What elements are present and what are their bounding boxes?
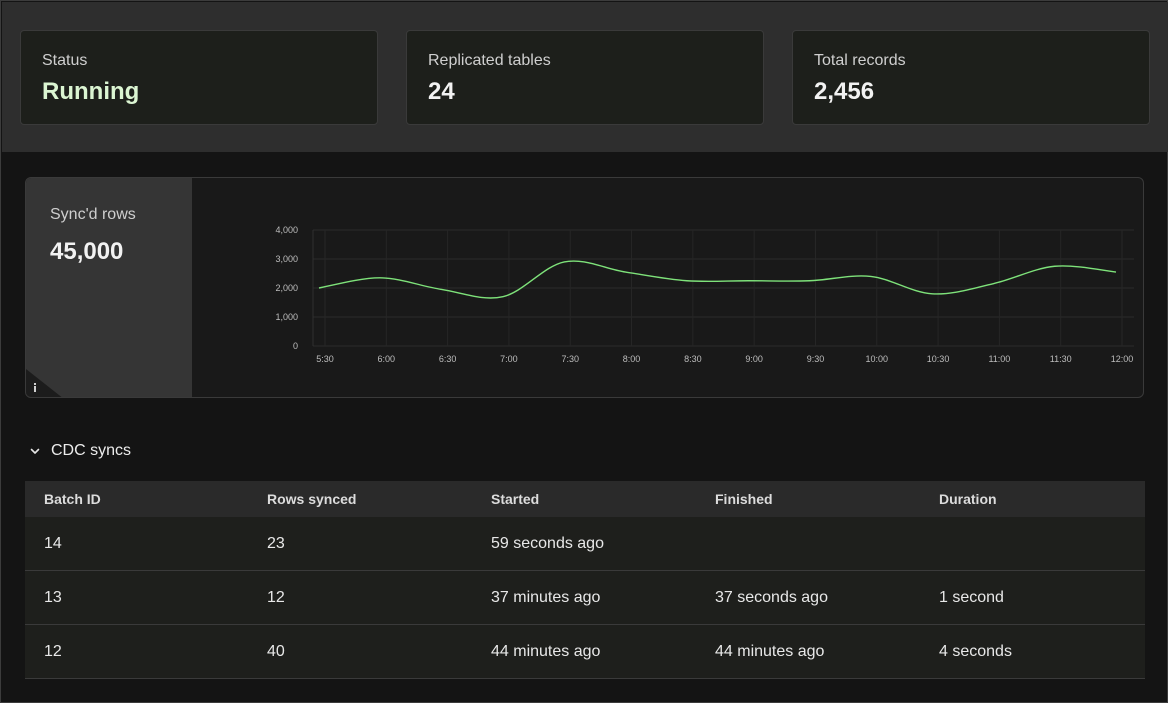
finished-cell: 37 seconds ago [715,588,828,606]
x-tick-label: 11:00 [988,354,1010,364]
duration-cell: 4 seconds [939,642,1012,660]
stat-label: Replicated tables [428,52,551,69]
column-header[interactable]: Duration [939,491,997,507]
x-tick-label: 6:30 [439,354,457,364]
finished-cell: 44 minutes ago [715,642,825,660]
stat-label: Total records [814,52,906,69]
cdc-syncs-table: Batch ID Rows synced Started Finished Du… [25,481,1145,679]
duration-cell: 1 second [939,588,1004,606]
chart-summary-label: Sync'd rows [50,206,136,223]
table-header: Batch ID Rows synced Started Finished Du… [25,481,1145,517]
x-tick-label: 10:30 [927,354,950,364]
batch-id-cell: 12 [44,642,62,660]
series-line [318,260,1117,299]
chart-summary-panel: Sync'd rows 45,000 [26,178,192,397]
y-tick-label: 1,000 [275,312,298,322]
table-row[interactable]: 14 23 59 seconds ago [25,517,1145,571]
chevron-down-icon [30,448,40,454]
batch-id-cell: 14 [44,534,62,552]
column-header[interactable]: Rows synced [267,491,357,507]
column-header[interactable]: Batch ID [44,491,101,507]
column-header[interactable]: Finished [715,491,773,507]
column-header[interactable]: Started [491,491,540,507]
stats-band: Status Running Replicated tables 24 Tota… [2,2,1168,152]
stat-value: Running [42,78,140,105]
synced-rows-chart-card: Sync'd rows 45,000 0 1,000 2,000 3,000 4,000… [25,177,1144,398]
table-row[interactable]: 12 40 44 minutes ago 44 minutes ago 4 se… [25,625,1145,679]
x-tick-label: 10:00 [866,354,889,364]
y-tick-label: 0 [293,341,298,351]
y-tick-label: 4,000 [275,225,298,235]
stat-value: 2,456 [814,78,875,105]
x-tick-label: 7:00 [500,354,518,364]
x-tick-label: 11:30 [1050,354,1072,364]
line-chart: 0 1,000 2,000 3,000 4,000 5:30 6:00 6:30 7:00 7:3… [275,225,1134,364]
started-cell: 44 minutes ago [491,642,601,660]
x-tick-label: 8:00 [623,354,641,364]
stat-label: Status [42,52,88,69]
started-cell: 37 minutes ago [491,588,601,606]
x-tick-label: 9:30 [807,354,825,364]
started-cell: 59 seconds ago [491,534,604,552]
x-tick-label: 6:00 [378,354,396,364]
y-tick-label: 2,000 [275,283,298,293]
x-tick-label: 5:30 [316,354,334,364]
rows-synced-cell: 23 [267,534,285,552]
chart-summary-value: 45,000 [50,238,124,265]
stat-card-total-records: Total records 2,456 [792,30,1150,125]
rows-synced-cell: 40 [267,642,285,660]
info-icon[interactable] [32,383,38,393]
batch-id-cell: 13 [44,588,62,606]
x-tick-label: 7:30 [561,354,579,364]
x-tick-label: 12:00 [1111,354,1134,364]
x-tick-label: 8:30 [684,354,702,364]
cdc-syncs-toggle[interactable]: CDC syncs [29,440,131,462]
section-title: CDC syncs [51,442,132,459]
x-tick-label: 9:00 [745,354,763,364]
y-tick-label: 3,000 [275,254,298,264]
stat-card-status: Status Running [20,30,378,125]
table-row[interactable]: 13 12 37 minutes ago 37 seconds ago 1 se… [25,571,1145,625]
stat-card-replicated-tables: Replicated tables 24 [406,30,764,125]
stat-value: 24 [428,78,455,105]
rows-synced-cell: 12 [267,588,285,606]
panel-corner [26,369,64,397]
